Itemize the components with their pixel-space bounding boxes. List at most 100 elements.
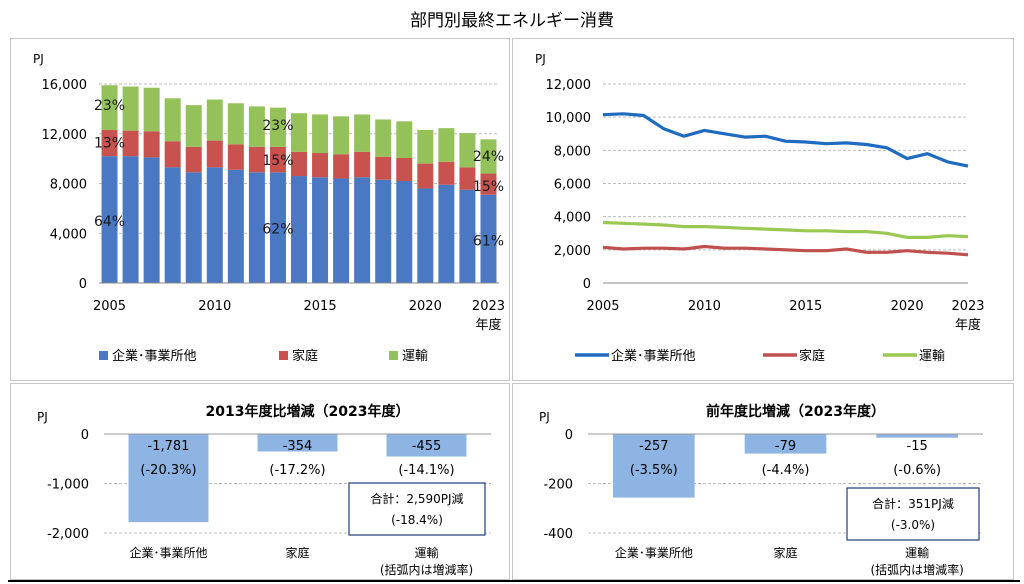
bar-segment: [227, 144, 244, 170]
y-tick-label: 12,000: [42, 128, 88, 143]
change-bar: [876, 434, 958, 438]
bar-segment: [459, 133, 476, 168]
legend-swatch: [279, 351, 288, 360]
share-label: 62%: [262, 221, 293, 237]
bar-segment: [396, 181, 413, 283]
y-tick-label: 10,000: [546, 111, 592, 126]
value-label: -79: [775, 439, 796, 454]
bar-segment: [164, 98, 181, 142]
value-label: -1,781: [148, 439, 190, 454]
share-label: 15%: [262, 153, 293, 169]
x-axis-suffix: 年度: [955, 317, 981, 333]
x-axis-suffix: 年度: [475, 317, 501, 333]
x-tick-label: 2020: [891, 299, 924, 314]
bar-segment: [438, 161, 455, 185]
bar-segment: [143, 157, 160, 283]
y-tick-label: 4,000: [554, 211, 591, 226]
bar-segment: [438, 184, 455, 283]
change-bar: [744, 434, 827, 454]
chart-title: 2013年度比増減（2023年度）: [206, 403, 410, 420]
change-bar: [613, 434, 695, 498]
change-bar: [386, 434, 467, 457]
y-tick-label: 4,000: [50, 227, 87, 242]
bar-segment: [248, 172, 265, 283]
bar-segment: [312, 153, 329, 178]
bar-segment: [122, 130, 139, 157]
bar-segment: [269, 146, 286, 173]
series-line: [602, 112, 969, 168]
total-box-line2: (-3.0%): [891, 518, 935, 532]
bar-segment: [248, 146, 265, 173]
value-label: -257: [639, 439, 669, 454]
bar-segment: [185, 146, 202, 173]
category-label: 運輸: [414, 545, 438, 560]
category-label: 運輸: [905, 545, 929, 560]
bar-segment: [417, 130, 434, 164]
legend-label: 企業･事業所他: [611, 348, 696, 364]
category-label: 企業･事業所他: [615, 545, 693, 560]
bar-segment: [164, 167, 181, 283]
bar-segment: [354, 151, 371, 178]
x-tick-label: 2010: [688, 299, 721, 314]
y-unit-label: PJ: [535, 52, 546, 66]
y-unit-label: PJ: [37, 410, 48, 424]
line-chart-panel: PJ 0 2,000 4,000 6,000 8,000 10,000 12,000 2005 2…: [512, 38, 1014, 381]
bar-segment: [375, 119, 392, 157]
bar-segment: [291, 176, 307, 283]
bar-segment: [312, 114, 329, 154]
bar-segment: [206, 140, 223, 168]
total-box-line2: (-18.4%): [391, 513, 443, 527]
bar-segment: [354, 177, 371, 283]
y-tick-label: 16,000: [42, 78, 88, 93]
bar-segment: [417, 163, 434, 189]
bar-segment: [480, 173, 497, 195]
stacked-bar-chart: PJ 0 4,000 8,000 12,000 16,000 2005 2010 2015 202…: [33, 52, 505, 364]
share-label: 15%: [473, 179, 504, 195]
rate-label: (-14.1%): [398, 463, 454, 478]
page-title: 部門別最終エネルギー消費: [410, 11, 614, 31]
bar-segment: [333, 116, 350, 155]
x-tick-label: 2023: [951, 299, 984, 314]
total-box: [348, 482, 486, 536]
rate-label: (-0.6%): [893, 463, 941, 478]
x-tick-label: 2005: [93, 299, 126, 314]
rate-label: (-4.4%): [762, 463, 810, 478]
bar-segment: [227, 169, 244, 283]
legend-label: 家庭: [292, 348, 318, 364]
y-tick-label: 12,000: [546, 78, 592, 93]
stacked-bar-chart-panel: PJ 0 4,000 8,000 12,000 16,000 2005 2010 2015 202…: [10, 38, 510, 381]
y-tick-label: -2,000: [47, 527, 89, 542]
x-tick-label: 2023: [472, 299, 505, 314]
bar-segment: [480, 194, 497, 283]
category-label: 家庭: [285, 545, 309, 560]
change-bar: [257, 434, 338, 452]
bar-segment: [122, 156, 139, 283]
bar-segment: [459, 167, 476, 190]
total-box-line1: 合計：2,590PJ減: [370, 491, 463, 506]
y-tick-label: 8,000: [554, 144, 591, 159]
bar-segment: [375, 156, 392, 180]
bar-segment: [185, 172, 202, 283]
bar-segment: [248, 106, 265, 147]
legend-label: 運輸: [919, 349, 945, 364]
y-tick-label: 2,000: [554, 244, 591, 259]
share-label: 13%: [94, 135, 125, 151]
bar-segment: [101, 156, 118, 283]
value-label: -15: [907, 439, 928, 454]
y-tick-label: -400: [543, 527, 573, 542]
bar-segment: [438, 128, 455, 162]
value-label: -354: [283, 439, 313, 454]
change-vs-prev-year-chart: PJ 前年度比増減（2023年度） 0 -200 -400 -257 (-3.5%) -79 (…: [539, 403, 983, 577]
bar-segment: [227, 103, 244, 145]
share-label: 61%: [473, 234, 504, 250]
bar-segment: [122, 86, 139, 131]
bar-segment: [269, 172, 286, 283]
legend-label: 企業･事業所他: [112, 348, 197, 364]
bar-segment: [396, 158, 413, 182]
x-tick-label: 2020: [409, 299, 442, 314]
y-tick-label: -200: [543, 478, 573, 493]
y-tick-label: 0: [583, 277, 591, 292]
bar-segment: [396, 121, 413, 159]
y-tick-label: 0: [81, 428, 89, 443]
y-tick-label: 6,000: [554, 178, 591, 193]
